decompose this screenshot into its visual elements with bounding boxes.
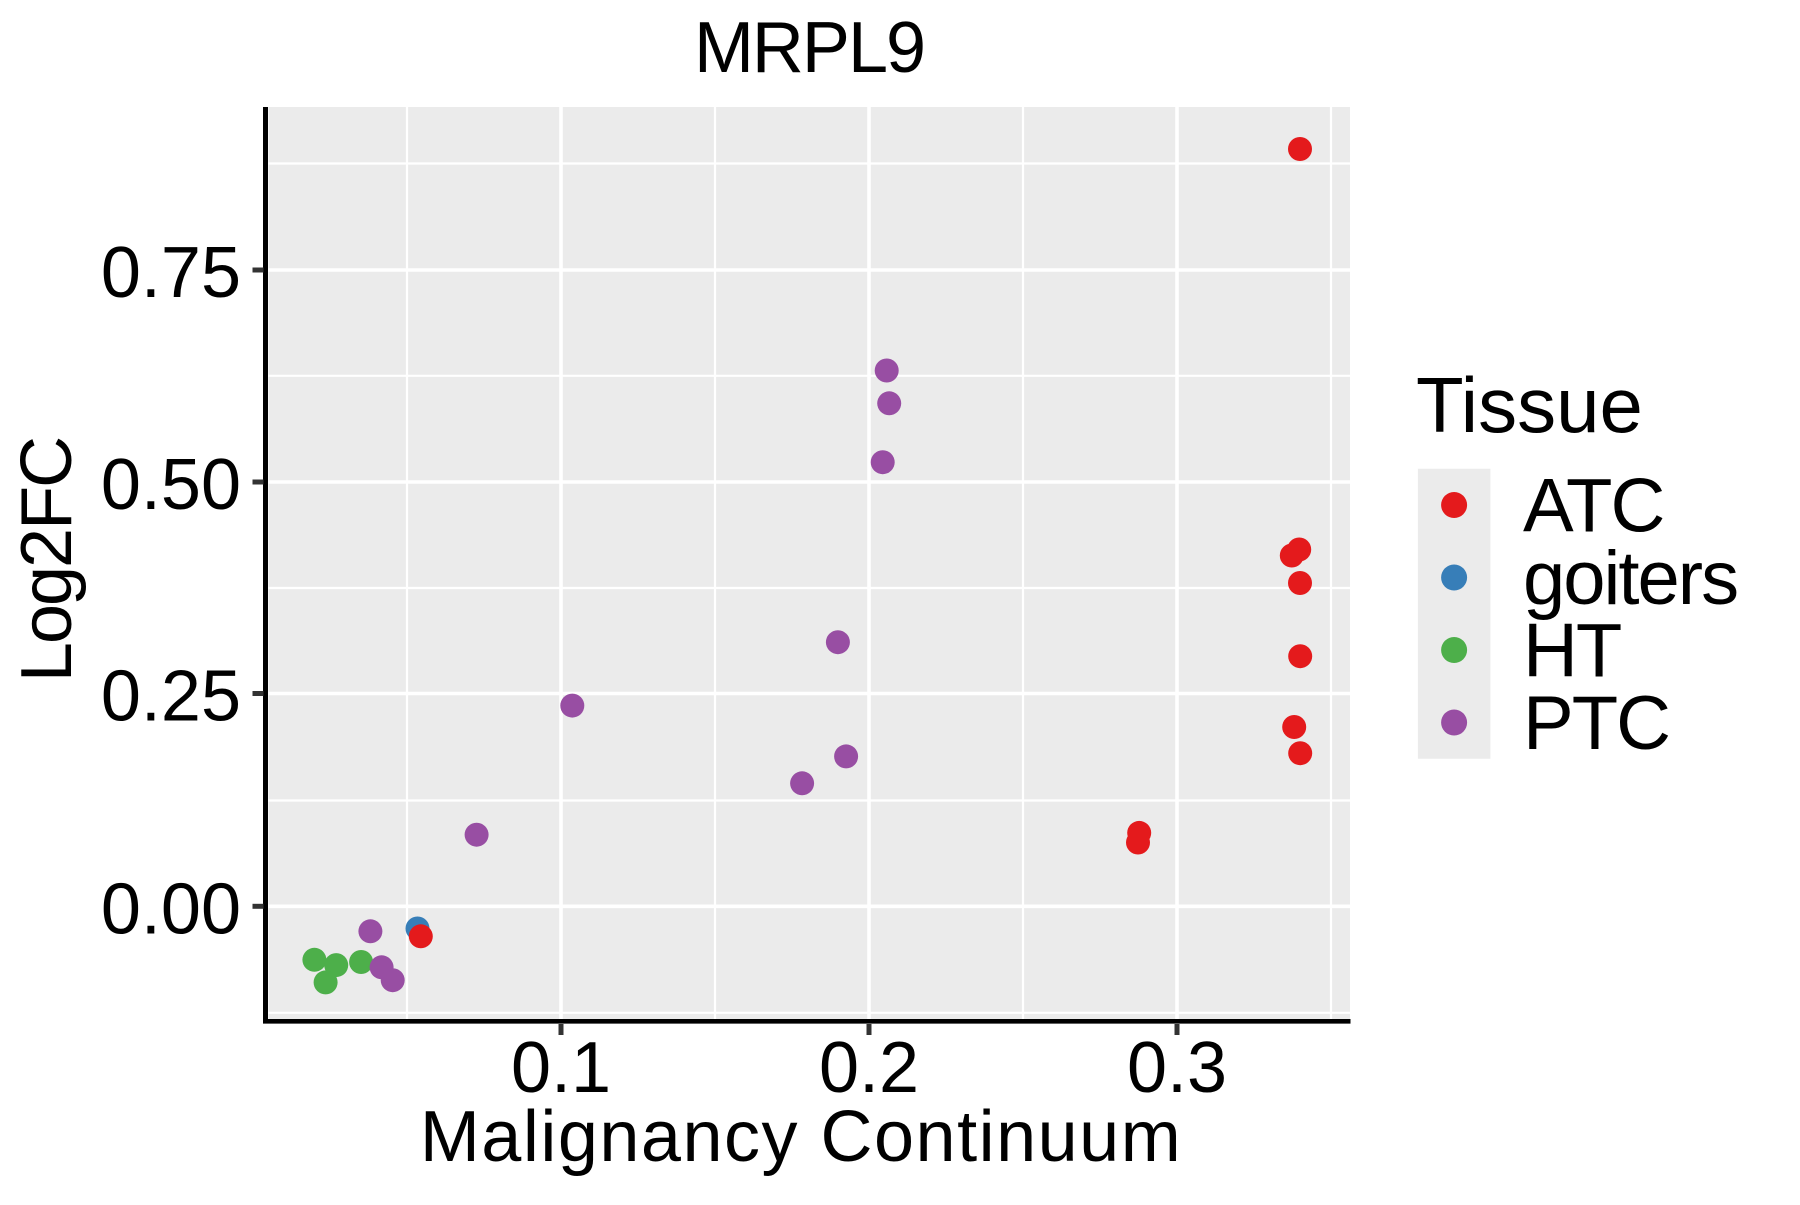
svg-text:PTC: PTC <box>1523 681 1669 766</box>
svg-text:goiters: goiters <box>1523 536 1737 621</box>
svg-text:0.3: 0.3 <box>1127 1028 1227 1108</box>
svg-text:0.25: 0.25 <box>101 657 241 737</box>
svg-text:0.50: 0.50 <box>101 445 241 525</box>
svg-text:Malignancy Continuum: Malignancy Continuum <box>420 1097 1182 1177</box>
svg-text:0.1: 0.1 <box>511 1028 611 1108</box>
svg-text:ATC: ATC <box>1523 464 1663 549</box>
svg-text:0.75: 0.75 <box>101 233 241 313</box>
svg-text:HT: HT <box>1523 609 1621 694</box>
svg-text:Tissue: Tissue <box>1416 361 1643 449</box>
svg-text:MRPL9: MRPL9 <box>694 8 924 88</box>
svg-text:0.00: 0.00 <box>101 869 241 949</box>
svg-text:0.2: 0.2 <box>819 1028 919 1108</box>
svg-text:Log2FC: Log2FC <box>7 438 87 682</box>
